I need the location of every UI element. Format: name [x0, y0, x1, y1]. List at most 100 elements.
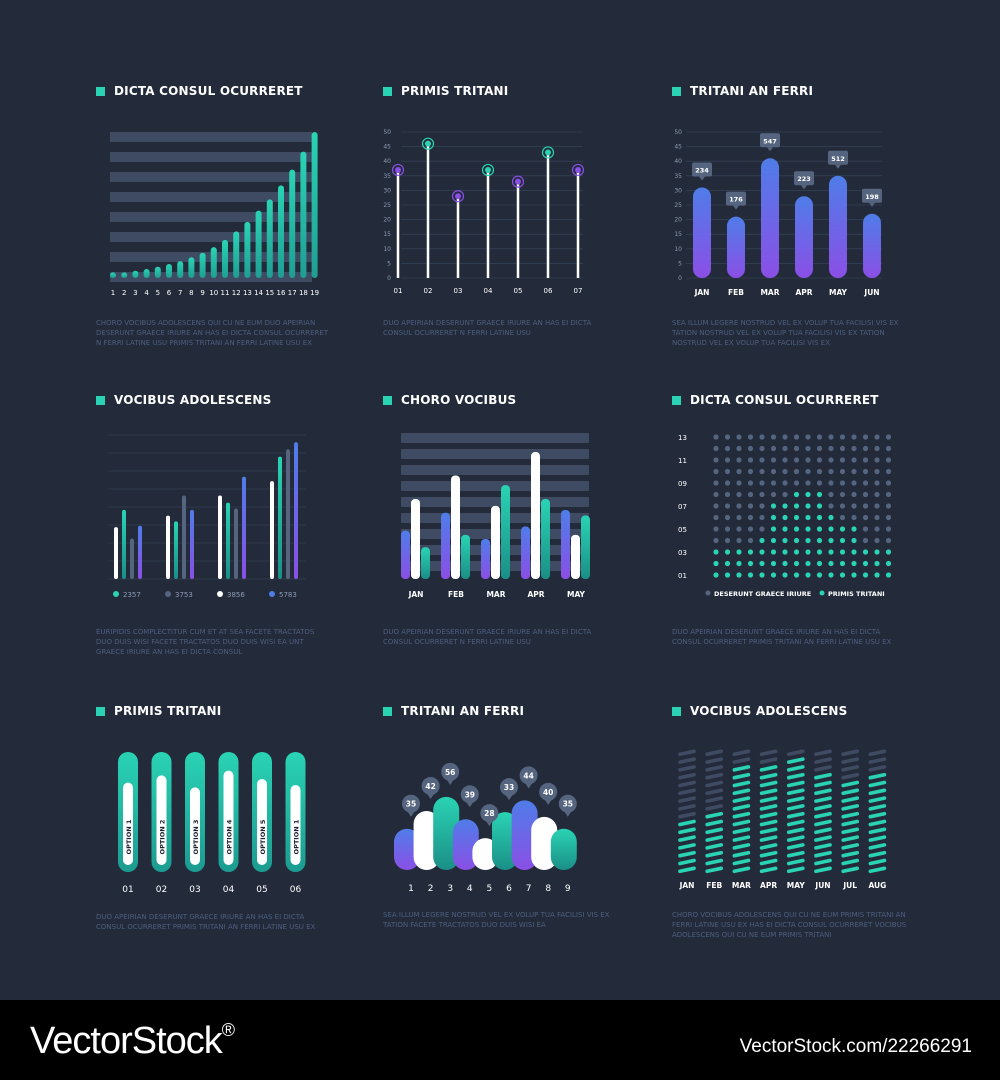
dot: [816, 434, 823, 440]
legend-dot: [113, 591, 119, 597]
bubble-pointer: [544, 798, 553, 805]
x-tick-label: MAR: [486, 590, 505, 599]
panel-4: VOCIBUS ADOLESCENS 2357 3753 3856 5783 EURI…: [96, 393, 396, 693]
panel-title: PRIMIS TRITANI: [383, 84, 508, 98]
dash-teal: [705, 835, 724, 842]
x-tick-label: FEB: [728, 288, 744, 297]
bar: [727, 216, 745, 278]
bubble-pointer: [524, 782, 533, 789]
dot: [713, 491, 719, 498]
dash-teal: [814, 866, 832, 874]
x-tick-label: MAY: [787, 881, 806, 890]
dot: [713, 468, 719, 475]
capsule-fill: [156, 775, 167, 865]
dash: [678, 757, 696, 764]
x-tick-label: 06: [544, 287, 553, 295]
title-square-icon: [383, 706, 392, 716]
panel-description: DUO APEIRIAN DESERUNT GRAECE IRIURE AN H…: [383, 319, 592, 337]
title-text: PRIMIS TRITANI: [114, 704, 222, 718]
dot: [736, 434, 742, 440]
dot-teal: [770, 514, 777, 521]
bar: [413, 811, 440, 870]
dot: [851, 434, 857, 440]
dot: [747, 434, 754, 440]
legend-dot: [165, 591, 171, 597]
bar: [166, 263, 172, 278]
dot-teal: [805, 572, 811, 578]
tick-label: 10: [209, 289, 218, 297]
y-tick-label: 40: [383, 158, 391, 165]
dot-teal: [816, 503, 823, 509]
dash-teal: [786, 780, 805, 788]
tick-label: 12: [232, 289, 241, 297]
y-tick-label: 25: [674, 202, 682, 209]
grid-band: [401, 497, 589, 507]
dash-teal: [868, 819, 887, 827]
dot: [839, 480, 846, 486]
title-square-icon: [672, 706, 681, 716]
x-tick-label: 02: [156, 885, 167, 895]
bar: [550, 828, 577, 870]
x-tick-label: 05: [514, 287, 523, 295]
chart-6: 01 03 05 07 09 11 13 DESERUNT GRAECE IRIURE PRIM…: [678, 434, 892, 598]
dot: [862, 491, 869, 498]
dash-teal: [841, 866, 860, 874]
dot: [713, 537, 719, 544]
dash-teal: [732, 843, 751, 850]
capsule-fill: [190, 787, 200, 865]
value-label: 35: [563, 800, 573, 809]
tick-label: 19: [310, 289, 319, 297]
dash-teal: [786, 757, 805, 764]
title-text: DICTA CONSUL OCURRERET: [690, 393, 879, 407]
grid-band: [110, 232, 312, 242]
value-callout: [760, 133, 780, 148]
bar: [177, 261, 184, 278]
dot-teal: [816, 572, 823, 578]
panel-2: PRIMIS TRITANI 0 5 10 15 20 25 30 35 40 45 50 01 02 0…: [383, 84, 683, 384]
bar: [255, 210, 262, 278]
dash-teal: [841, 788, 860, 796]
dot-teal: [736, 572, 742, 578]
dot-teal: [805, 503, 811, 509]
panel-title: PRIMIS TRITANI: [96, 704, 221, 718]
dot-teal: [713, 572, 719, 578]
title-square-icon: [96, 86, 105, 96]
dot: [713, 434, 719, 440]
dash-teal: [705, 811, 724, 819]
capsule-fill: [290, 785, 301, 865]
bar: [829, 175, 847, 278]
dot: [885, 491, 892, 498]
dot-teal: [816, 491, 823, 498]
dash-teal: [732, 850, 751, 858]
dot: [793, 468, 800, 475]
bar: [234, 508, 238, 579]
dash-teal: [868, 804, 887, 811]
dot: [759, 503, 765, 509]
dot: [747, 480, 754, 486]
dot: [713, 445, 719, 452]
dot: [747, 468, 754, 475]
dot: [782, 434, 788, 440]
x-tick-label: MAR: [760, 288, 779, 297]
dash-teal: [705, 858, 724, 866]
dot-teal: [782, 572, 788, 578]
dot-teal: [747, 572, 754, 578]
x-tick-label: 3: [447, 884, 453, 894]
dot-teal: [759, 572, 765, 578]
dash-teal: [732, 804, 751, 811]
tick-label: 6: [167, 289, 172, 297]
dash: [678, 788, 696, 796]
dash-teal: [814, 850, 832, 858]
value-label: 176: [729, 196, 743, 204]
bar: [278, 185, 284, 278]
dot: [851, 468, 857, 475]
x-tick-label: JAN: [679, 881, 695, 890]
bar: [531, 452, 540, 579]
x-tick-label: FEB: [448, 590, 464, 599]
dot: [805, 445, 811, 452]
dot: [816, 480, 823, 486]
dot: [885, 468, 892, 475]
dash-teal: [705, 866, 724, 874]
dot: [828, 434, 834, 440]
dash: [841, 749, 860, 757]
